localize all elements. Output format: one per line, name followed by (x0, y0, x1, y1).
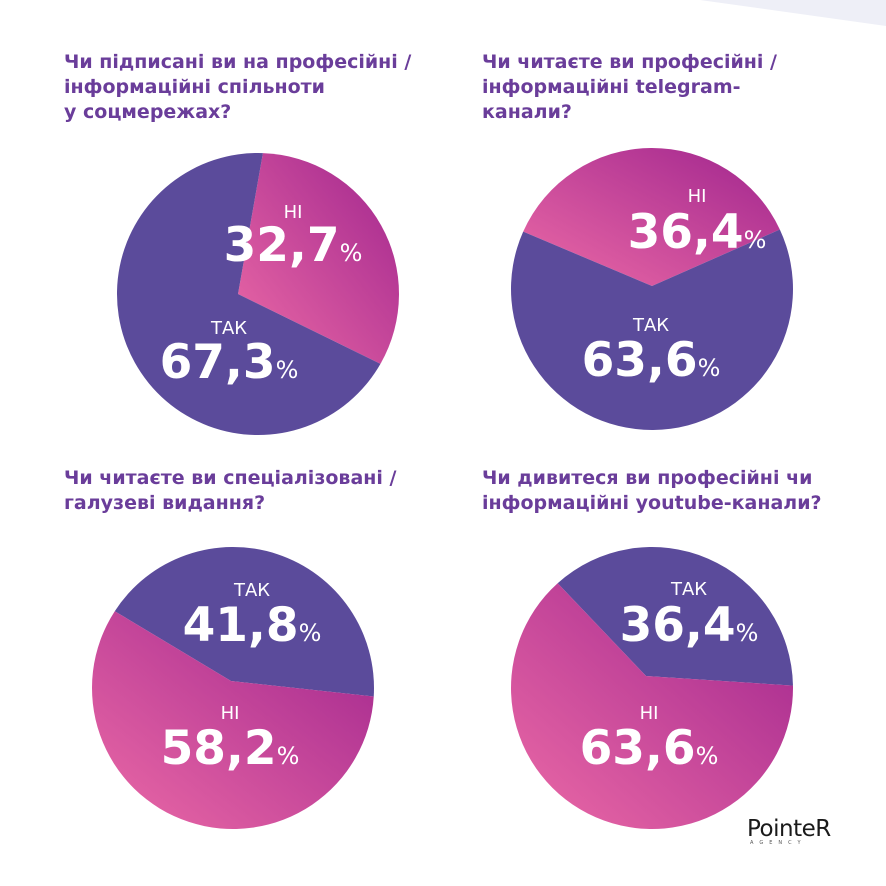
chart-4-value-yes: 36,4% (620, 598, 759, 653)
chart-2-label-no: НІ (688, 186, 707, 207)
chart-3-pie: ТАК 41,8% НІ 58,2% (91, 547, 374, 830)
chart-4-label-no: НІ (640, 703, 659, 724)
chart-2-label-yes: ТАК (632, 315, 669, 336)
chart-4-slice-yes (557, 547, 793, 686)
chart-2-value-yes: 63,6% (582, 333, 721, 388)
chart-1-title: Чи підписані ви на професійні / інформац… (64, 51, 412, 123)
chart-2-pie: НІ 36,4% ТАК 63,6% (510, 148, 793, 431)
chart-1-value-no: 32,7% (224, 218, 363, 273)
chart-3-value-no: 58,2% (161, 721, 300, 776)
chart-3-value-yes: 41,8% (183, 598, 322, 653)
chart-1-pie: НІ 32,7% ТАК 67,3% (116, 153, 399, 436)
chart-1-slice-no (238, 153, 399, 364)
pointer-agency-logo: PointeR AGENCY (747, 816, 847, 860)
chart-3-label-yes: ТАК (233, 580, 270, 601)
chart-1-label-yes: ТАК (210, 318, 247, 339)
logo-subtitle: AGENCY (750, 840, 807, 846)
chart-1-slice-yes (116, 153, 381, 436)
chart-3-title: Чи читаєте ви спеціалізовані / галузеві … (64, 467, 397, 514)
logo-wordmark: PointeR (747, 816, 831, 842)
chart-4-slice-no (510, 583, 793, 830)
chart-3-label-no: НІ (221, 703, 240, 724)
chart-3-slice-yes (114, 547, 374, 697)
chart-4-pie: ТАК 36,4% НІ 63,6% (510, 547, 793, 830)
chart-1-label-no: НІ (284, 202, 303, 223)
chart-4-value-no: 63,6% (580, 721, 719, 776)
chart-2-title: Чи читаєте ви професійні / інформаційні … (482, 51, 778, 123)
chart-1-value-yes: 67,3% (160, 335, 299, 390)
chart-4-label-yes: ТАК (670, 579, 707, 600)
chart-2-value-no: 36,4% (628, 205, 767, 260)
chart-2-slice-yes (510, 229, 793, 431)
chart-4-title: Чи дивитеся ви професійні чи інформаційн… (482, 467, 822, 514)
chart-3-slice-no (91, 611, 374, 830)
chart-2-slice-no (523, 148, 780, 286)
